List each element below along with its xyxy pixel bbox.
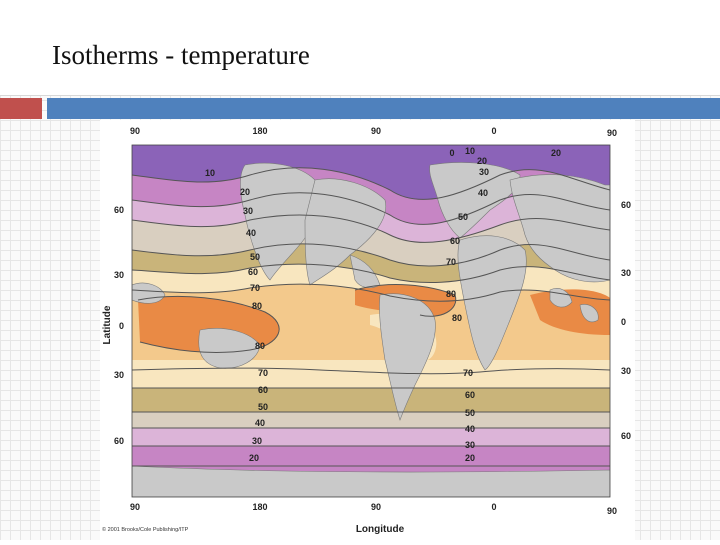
isotherm-label: 40 bbox=[465, 424, 475, 434]
isotherm-label: 80 bbox=[452, 313, 462, 323]
left-ticks: 60 30 0 30 60 bbox=[114, 205, 124, 446]
isotherm-label: 70 bbox=[258, 368, 268, 378]
bottom-tick: 90 bbox=[607, 506, 617, 516]
isotherm-label: 10 bbox=[205, 168, 215, 178]
x-axis-label: Longitude bbox=[356, 524, 405, 535]
left-tick: 60 bbox=[114, 436, 124, 446]
map-frame bbox=[131, 144, 611, 498]
bottom-tick: 0 bbox=[491, 502, 496, 512]
land-asia-west-edge bbox=[132, 282, 166, 304]
bottom-tick: 90 bbox=[130, 502, 140, 512]
map-svg: 90 180 90 0 90 90 180 90 0 90 60 30 0 30… bbox=[102, 126, 631, 535]
accent-bar-red bbox=[0, 98, 42, 119]
isotherm-lines bbox=[132, 167, 610, 467]
slide-title: Isotherms - temperature bbox=[52, 40, 310, 70]
isotherm-label: 80 bbox=[252, 301, 262, 311]
isotherm-label: 70 bbox=[463, 368, 473, 378]
top-tick: 0 bbox=[491, 126, 496, 136]
isotherm-80-pacific bbox=[137, 295, 280, 353]
land-antarctica bbox=[132, 465, 610, 497]
isotherm-label: 60 bbox=[258, 385, 268, 395]
isotherm-map: 90 180 90 0 90 90 180 90 0 90 60 30 0 30… bbox=[100, 120, 635, 540]
isotherm-80-atlantic bbox=[354, 284, 457, 317]
bottom-ticks: 90 180 90 0 90 bbox=[130, 502, 617, 516]
isotherm-label: 20 bbox=[477, 156, 487, 166]
isotherm-label: 30 bbox=[479, 167, 489, 177]
isotherm-label: 20 bbox=[465, 453, 475, 463]
left-tick: 30 bbox=[114, 270, 124, 280]
isotherm-label: 30 bbox=[465, 440, 475, 450]
isotherm-30 bbox=[132, 214, 610, 243]
hot-zone-indian bbox=[530, 289, 610, 335]
isotherm-label: 60 bbox=[248, 267, 258, 277]
isotherm-label: 50 bbox=[250, 252, 260, 262]
isotherm-label: 50 bbox=[458, 212, 468, 222]
isotherm-label: 70 bbox=[446, 257, 456, 267]
right-ticks: 60 30 0 30 60 bbox=[621, 200, 631, 441]
top-tick: 90 bbox=[371, 126, 381, 136]
right-tick: 0 bbox=[621, 317, 626, 327]
isotherm-label: 50 bbox=[258, 402, 268, 412]
isotherm-50 bbox=[132, 263, 610, 283]
isotherm-label: 80 bbox=[446, 289, 456, 299]
isotherm-label: 60 bbox=[450, 236, 460, 246]
bottom-tick: 180 bbox=[252, 502, 267, 512]
isotherm-label: 40 bbox=[478, 188, 488, 198]
isotherm-label: 30 bbox=[243, 206, 253, 216]
isotherm-20 bbox=[132, 192, 610, 225]
isotherm-10 bbox=[132, 167, 610, 200]
isotherm-label: 10 bbox=[465, 146, 475, 156]
top-tick: 180 bbox=[252, 126, 267, 136]
band-south-40 bbox=[132, 412, 610, 428]
isotherm-label: 30 bbox=[252, 436, 262, 446]
isotherm-label: 70 bbox=[250, 283, 260, 293]
isotherm-40 bbox=[132, 243, 610, 267]
top-tick: 90 bbox=[130, 126, 140, 136]
isotherm-label: 0 bbox=[449, 148, 454, 158]
left-tick: 30 bbox=[114, 370, 124, 380]
isotherm-label: 20 bbox=[249, 453, 259, 463]
y-axis-label: Latitude bbox=[102, 305, 113, 344]
right-tick: 60 bbox=[621, 431, 631, 441]
band-south-20 bbox=[132, 446, 610, 466]
isotherm-label: 20 bbox=[240, 187, 250, 197]
left-tick: 60 bbox=[114, 205, 124, 215]
top-ticks: 90 180 90 0 90 bbox=[130, 126, 617, 138]
isotherm-label: 80 bbox=[255, 341, 265, 351]
title-area: Isotherms - temperature bbox=[0, 0, 720, 96]
accent-bar-blue bbox=[47, 98, 720, 119]
isotherm-label: 50 bbox=[465, 408, 475, 418]
left-tick: 0 bbox=[119, 321, 124, 331]
temperature-bands bbox=[132, 145, 610, 497]
band-north-10 bbox=[132, 145, 610, 200]
right-tick: 30 bbox=[621, 366, 631, 376]
isotherm-s70 bbox=[132, 367, 610, 375]
right-tick: 30 bbox=[621, 268, 631, 278]
bottom-tick: 90 bbox=[371, 502, 381, 512]
isotherm-label: 20 bbox=[551, 148, 561, 158]
land-maritime-se-asia bbox=[579, 304, 599, 323]
copyright-text: © 2001 Brooks/Cole Publishing/ITP bbox=[102, 526, 189, 533]
isotherm-label: 40 bbox=[255, 418, 265, 428]
band-south-30 bbox=[132, 428, 610, 446]
isotherm-60 bbox=[132, 283, 610, 302]
isotherm-label: 40 bbox=[246, 228, 256, 238]
band-south-50 bbox=[132, 388, 610, 412]
right-tick: 60 bbox=[621, 200, 631, 210]
isotherm-labels: 10 20 30 40 50 60 70 80 80 70 60 50 40 3… bbox=[205, 146, 561, 463]
top-tick: 90 bbox=[607, 128, 617, 138]
isotherm-label: 60 bbox=[465, 390, 475, 400]
band-south-60 bbox=[132, 368, 610, 388]
land-australia bbox=[198, 328, 261, 369]
